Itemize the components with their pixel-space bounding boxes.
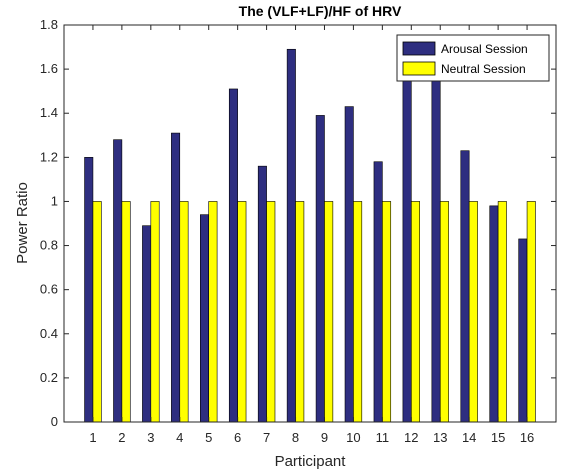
- bar-neutral-15: [497, 201, 507, 423]
- bar-arousal-11: [373, 161, 383, 423]
- x-tick-label-12: 12: [404, 430, 418, 445]
- y-tick-label: 0.8: [40, 238, 58, 253]
- bar-arousal-8: [286, 48, 296, 423]
- x-tick-label-8: 8: [292, 430, 299, 445]
- y-tick-label: 0: [51, 414, 58, 429]
- x-tick-label-4: 4: [176, 430, 183, 445]
- bar-arousal-13: [431, 77, 441, 423]
- bar-arousal-7: [257, 165, 267, 423]
- x-tick-label-16: 16: [520, 430, 534, 445]
- y-tick-label: 0.6: [40, 282, 58, 297]
- legend-label-neutral: Neutral Session: [441, 62, 526, 76]
- bar-arousal-9: [315, 115, 325, 423]
- bar-neutral-1: [92, 201, 102, 423]
- axes: [63, 24, 557, 423]
- bar-arousal-3: [142, 225, 152, 423]
- y-axis-label: Power Ratio: [14, 182, 31, 264]
- plot-area: [64, 25, 556, 422]
- x-axis-ticks: 1 2 3 4 5 6 7 8 9 10 11 12 13 14 15 16: [89, 25, 534, 445]
- legend: Arousal Session Neutral Session: [396, 34, 550, 82]
- y-tick-label: 1.6: [40, 61, 58, 76]
- y-tick-label: 1.2: [40, 149, 58, 164]
- bar-arousal-10: [344, 106, 354, 423]
- bar-neutral-10: [353, 201, 363, 423]
- y-tick-label: 1.8: [40, 17, 58, 32]
- chart-title: The (VLF+LF)/HF of HRV: [239, 3, 402, 19]
- x-tick-label-10: 10: [346, 430, 360, 445]
- bar-neutral-6: [237, 201, 247, 423]
- legend-label-arousal: Arousal Session: [441, 42, 528, 56]
- y-tick-label: 0.4: [40, 326, 58, 341]
- bar-neutral-16: [526, 201, 536, 423]
- bar-neutral-8: [295, 201, 305, 423]
- x-tick-label-1: 1: [89, 430, 96, 445]
- x-tick-label-14: 14: [462, 430, 476, 445]
- x-tick-label-11: 11: [376, 430, 390, 445]
- bars: [84, 48, 536, 423]
- x-tick-label-7: 7: [263, 430, 270, 445]
- legend-swatch-neutral: [402, 61, 436, 76]
- x-axis-label: Participant: [275, 453, 347, 470]
- y-tick-label: 1: [51, 193, 58, 208]
- bar-neutral-5: [208, 201, 218, 423]
- bar-arousal-16: [518, 238, 528, 423]
- x-tick-label-2: 2: [118, 430, 125, 445]
- bar-neutral-3: [150, 201, 160, 423]
- bar-arousal-1: [84, 157, 94, 423]
- bar-neutral-9: [324, 201, 334, 423]
- bar-arousal-4: [171, 132, 181, 423]
- bar-neutral-4: [179, 201, 189, 423]
- axes-box: [63, 24, 557, 423]
- y-tick-label: 1.4: [40, 105, 58, 120]
- bar-arousal-6: [228, 88, 238, 423]
- x-tick-label-15: 15: [491, 430, 505, 445]
- bar-neutral-12: [410, 201, 420, 423]
- x-tick-label-3: 3: [147, 430, 154, 445]
- bar-neutral-11: [382, 201, 392, 423]
- x-tick-label-6: 6: [234, 430, 241, 445]
- bar-arousal-12: [402, 77, 412, 423]
- y-axis-ticks: 0 0.2 0.4 0.6 0.8 1 1.2 1.4 1.6 1.8: [40, 17, 556, 429]
- bar-arousal-15: [489, 205, 499, 423]
- x-tick-label-9: 9: [321, 430, 328, 445]
- bar-arousal-14: [460, 150, 470, 423]
- bar-neutral-7: [266, 201, 276, 423]
- x-tick-label-5: 5: [205, 430, 212, 445]
- x-tick-label-13: 13: [433, 430, 447, 445]
- bar-neutral-14: [468, 201, 478, 423]
- bar-neutral-13: [439, 201, 449, 423]
- y-tick-label: 0.2: [40, 370, 58, 385]
- bar-neutral-2: [121, 201, 131, 423]
- legend-swatch-arousal: [402, 41, 436, 56]
- bar-arousal-2: [113, 139, 123, 423]
- bar-arousal-5: [200, 214, 210, 423]
